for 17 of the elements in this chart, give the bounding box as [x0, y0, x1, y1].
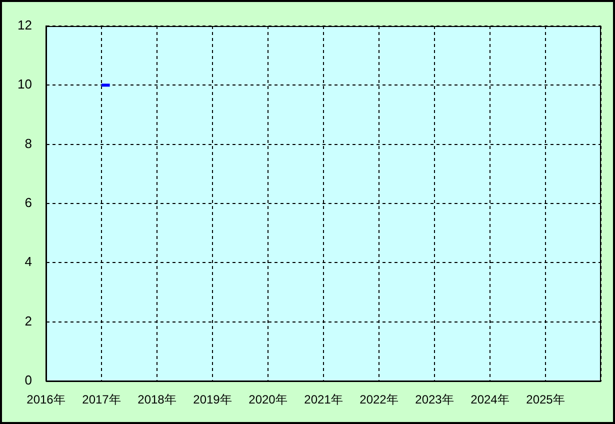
x-tick-label: 2020年 [248, 392, 288, 407]
x-tick-label: 2022年 [360, 392, 398, 407]
x-tick-label: 2025年 [526, 392, 565, 407]
x-tick-label: 2024年 [470, 392, 510, 407]
y-tick-label: 4 [24, 254, 32, 270]
y-tick-label: 8 [24, 136, 32, 151]
y-tick-label: 10 [18, 76, 32, 92]
x-tick-label: 2019年 [193, 392, 232, 407]
x-tick-label: 2017年 [82, 392, 121, 407]
x-tick-label: 2023年 [415, 392, 454, 407]
y-tick-label: 6 [24, 195, 32, 210]
y-tick-label: 12 [18, 18, 32, 33]
y-tick-label: 0 [24, 372, 32, 388]
x-tick-label: 2016年 [26, 392, 66, 407]
y-tick-label: 2 [24, 313, 32, 328]
x-tick-label: 2021年 [304, 392, 343, 407]
x-tick-label: 2018年 [138, 392, 176, 407]
